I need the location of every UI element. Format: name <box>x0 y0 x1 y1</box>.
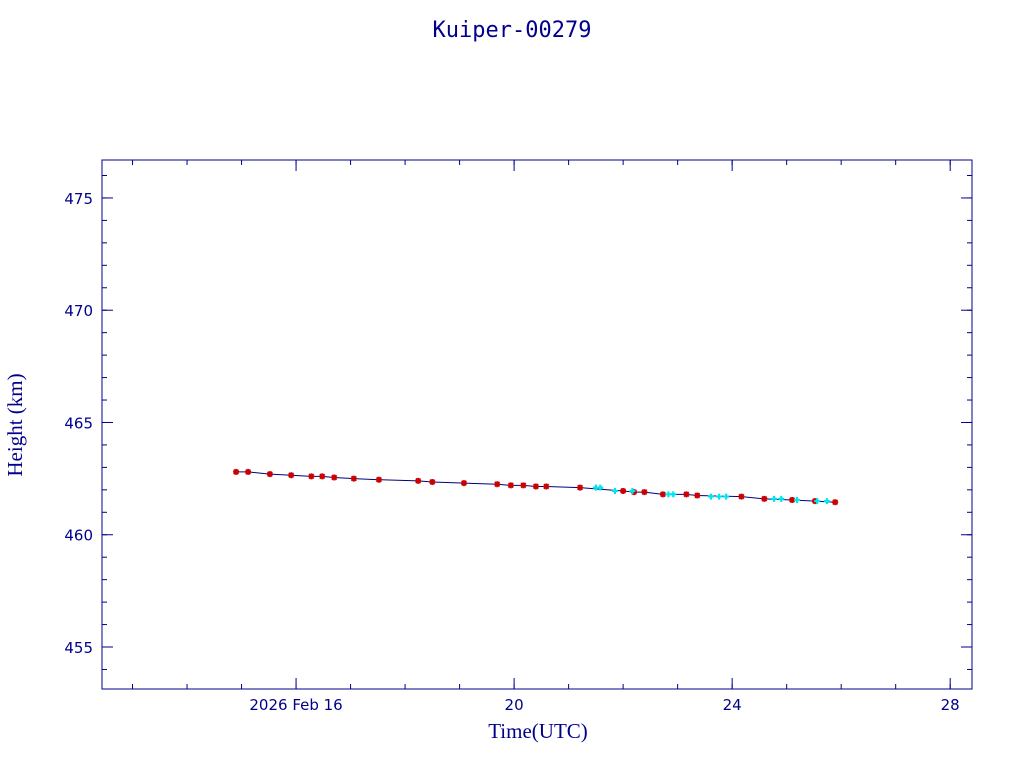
data-point <box>611 487 618 494</box>
x-tick-label: 24 <box>723 696 742 714</box>
data-point <box>620 487 627 494</box>
data-point <box>460 480 467 487</box>
data-point <box>683 491 690 498</box>
data-point <box>716 493 723 500</box>
y-axis-label: Height (km) <box>3 373 27 476</box>
data-point <box>832 499 839 506</box>
data-point <box>631 489 638 496</box>
data-point <box>761 495 768 502</box>
y-tick-label: 460 <box>64 527 93 545</box>
data-point <box>375 476 382 483</box>
data-point <box>641 489 648 496</box>
data-point <box>494 481 501 488</box>
x-tick-label: 28 <box>941 696 960 714</box>
y-tick-label: 465 <box>64 414 93 432</box>
data-point <box>415 477 422 484</box>
data-point <box>308 473 315 480</box>
data-point <box>723 493 730 500</box>
x-tick-label: 20 <box>505 696 524 714</box>
data-point <box>824 498 830 505</box>
data-point <box>814 498 821 505</box>
data-point <box>532 483 539 490</box>
y-tick-label: 475 <box>64 190 93 208</box>
data-point <box>543 483 550 490</box>
data-point <box>778 495 785 502</box>
data-point <box>350 475 357 482</box>
x-axis-label: Time(UTC) <box>488 719 588 743</box>
data-point <box>520 482 527 489</box>
data-point <box>577 484 584 491</box>
y-tick-label: 470 <box>64 302 93 320</box>
data-point <box>694 492 701 499</box>
data-point <box>659 491 666 498</box>
data-point <box>670 491 677 498</box>
data-point <box>738 493 745 500</box>
data-point <box>629 487 636 494</box>
data-point <box>245 468 252 475</box>
data-point <box>331 474 338 481</box>
y-tick-label: 455 <box>64 639 93 657</box>
data-point <box>266 471 273 478</box>
data-point <box>319 473 326 480</box>
data-point <box>429 478 436 485</box>
x-tick-label: 2026 Feb 16 <box>249 696 342 714</box>
data-point <box>507 482 514 489</box>
data-point <box>597 484 604 491</box>
data-point <box>794 496 801 503</box>
chart-title: Kuiper-00279 <box>433 18 592 43</box>
plot-frame <box>101 159 973 690</box>
data-point <box>288 472 295 479</box>
data-point <box>771 495 778 502</box>
data-point <box>789 496 796 503</box>
data-point <box>233 468 240 475</box>
data-point <box>707 493 714 500</box>
